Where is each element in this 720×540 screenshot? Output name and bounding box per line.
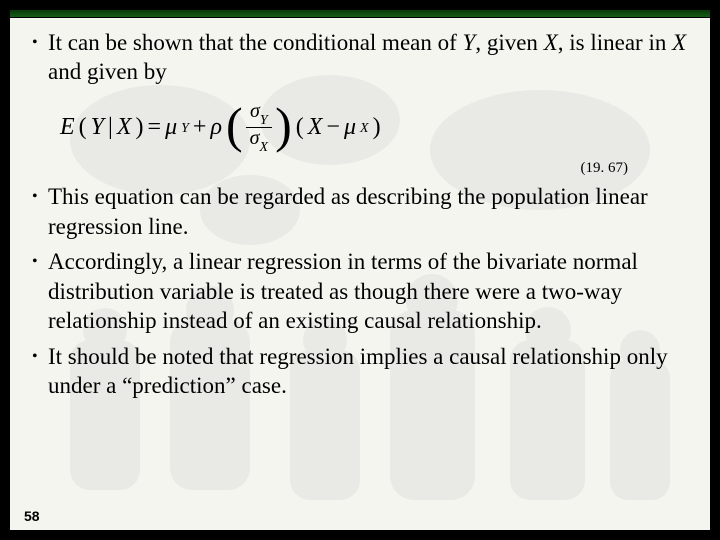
- equation: E(Y | X) = μY + ρ ( σY σX ) (X − μX): [60, 101, 688, 153]
- slide-outer: • It can be shown that the conditional m…: [0, 0, 720, 540]
- top-accent-bar: [10, 10, 710, 18]
- bullet-4-text: It should be noted that regression impli…: [48, 342, 688, 401]
- bullet-1-text: It can be shown that the conditional mea…: [48, 28, 688, 87]
- bullet-4: • It should be noted that regression imp…: [32, 342, 688, 401]
- slide-frame: • It can be shown that the conditional m…: [8, 8, 712, 532]
- page-number: 58: [24, 508, 40, 524]
- equation-number: (19. 67): [32, 159, 688, 178]
- bullet-1: • It can be shown that the conditional m…: [32, 28, 688, 87]
- fraction-group: ( σY σX ): [226, 101, 292, 153]
- bullet-dot-icon: •: [32, 342, 48, 401]
- bullet-3: • Accordingly, a linear regression in te…: [32, 247, 688, 335]
- slide-content: • It can be shown that the conditional m…: [10, 18, 710, 401]
- bullet-dot-icon: •: [32, 28, 48, 87]
- bullet-2-text: This equation can be regarded as describ…: [48, 182, 688, 241]
- bullet-dot-icon: •: [32, 182, 48, 241]
- bullet-3-text: Accordingly, a linear regression in term…: [48, 247, 688, 335]
- bullet-2: • This equation can be regarded as descr…: [32, 182, 688, 241]
- bullet-dot-icon: •: [32, 247, 48, 335]
